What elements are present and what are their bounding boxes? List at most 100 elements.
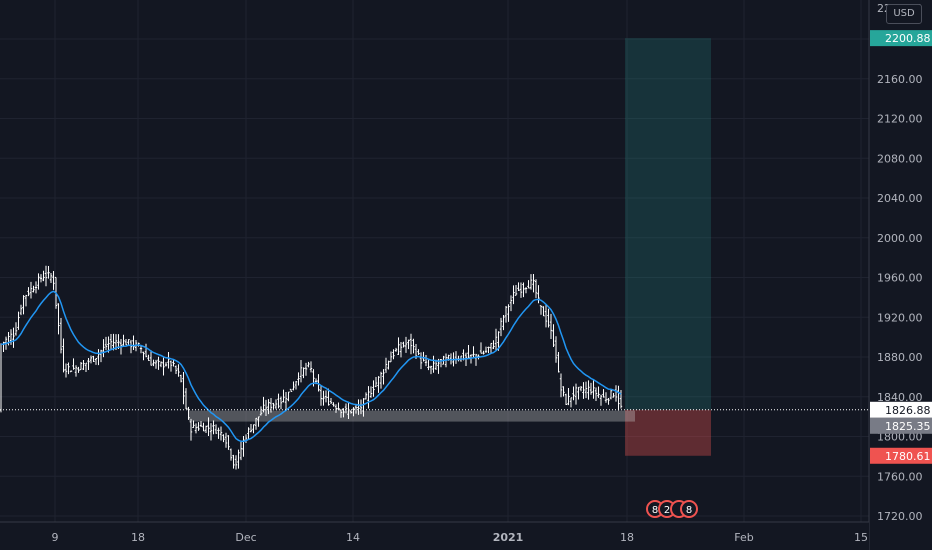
price-bar [77,366,80,373]
price-bar [139,344,143,354]
price-bar [224,432,228,448]
price-bar [352,407,355,417]
price-bar [124,339,128,346]
price-bar [237,449,240,469]
price-bar [614,385,618,402]
price-bar [507,304,510,322]
price-bar [367,386,370,409]
time-tick-label: 2021 [493,531,524,544]
price-bar [287,391,290,402]
price-bar [277,393,280,409]
currency-button[interactable]: USD [886,4,922,24]
price-bar [12,327,15,348]
price-bar [19,304,23,316]
price-bar [112,333,115,351]
price-bar [469,354,473,364]
price-tags: 2200.88 1826.88 1825.35 1780.61 [870,30,932,464]
price-bar [222,434,225,443]
price-bar [244,434,248,444]
price-bar [299,359,303,383]
price-bar [207,417,210,437]
price-bar [187,406,190,420]
price-tick-label: 2120.00 [877,113,923,126]
price-bar [29,281,33,299]
price-bar [397,337,400,355]
time-tick-label: 18 [131,531,145,544]
price-bar [129,339,133,354]
price-bar [597,386,600,398]
price-bar [167,352,170,369]
price-bar [212,420,215,435]
event-marker-ring [680,500,698,518]
price-bar [494,328,498,352]
price-bar [567,387,570,406]
price-bar [532,273,535,293]
price-bar [149,350,153,366]
price-tick-label: 2040.00 [877,192,923,205]
price-bar [132,335,135,350]
price-bar [474,353,478,366]
price-bar [364,392,368,400]
price-bar [322,390,325,406]
price-tick-label: 1920.00 [877,311,923,324]
price-bar [32,285,35,293]
price-bar [334,404,338,413]
price-bar [499,317,503,337]
price-bar [599,394,603,406]
price-bar [554,336,558,363]
price-tag-bg [870,417,932,434]
price-bar [94,357,98,365]
price-bar [527,280,530,289]
price-bar [92,355,95,362]
price-bar [419,352,423,370]
price-bar [219,426,223,441]
price-bar [254,417,258,430]
time-tick-label: 9 [52,531,59,544]
price-bar [394,347,398,352]
target-zone [625,38,711,410]
price-tag-bg [870,30,932,47]
price-bar [592,379,595,399]
time-tick-label: 15 [854,531,868,544]
price-bar [102,339,105,358]
price-bar [39,274,43,283]
price-bar [354,403,358,414]
price-bar [302,367,305,379]
price-bar [454,351,458,364]
price-bar [294,380,298,390]
price-bar [562,386,565,397]
price-bar [502,315,505,331]
price-bar [257,416,260,427]
price-tick-label: 2000.00 [877,232,923,245]
price-bar [202,422,205,432]
price-bar [162,357,165,376]
time-tick-label: Dec [235,531,256,544]
price-bar [62,338,65,373]
price-bar [589,382,593,395]
price-bar [72,358,75,370]
time-tick-label: 14 [346,531,360,544]
price-bar [569,397,573,408]
price-bar [544,304,548,328]
price-bar [374,377,378,388]
price-bar [179,374,183,383]
grid-lines [0,0,869,522]
price-axis[interactable]: 1720.001760.001800.001840.001880.001920.… [868,0,932,550]
price-bar [607,398,610,405]
price-tag-label: 1780.61 [885,450,931,463]
price-bar [27,287,30,297]
price-bar [214,424,218,434]
price-bar [552,324,555,347]
price-tick-label: 1840.00 [877,391,923,404]
time-axis[interactable]: 9 18 Dec 14 2021 18 Feb 15 [0,521,869,550]
price-bar [89,355,93,364]
price-tag-label: 1825.35 [885,420,931,433]
price-bar [584,381,588,399]
price-bar [172,359,175,367]
price-bar [362,398,365,417]
price-bar [517,282,520,291]
event-marker[interactable]: 8 [680,500,698,518]
price-bar [389,351,393,363]
